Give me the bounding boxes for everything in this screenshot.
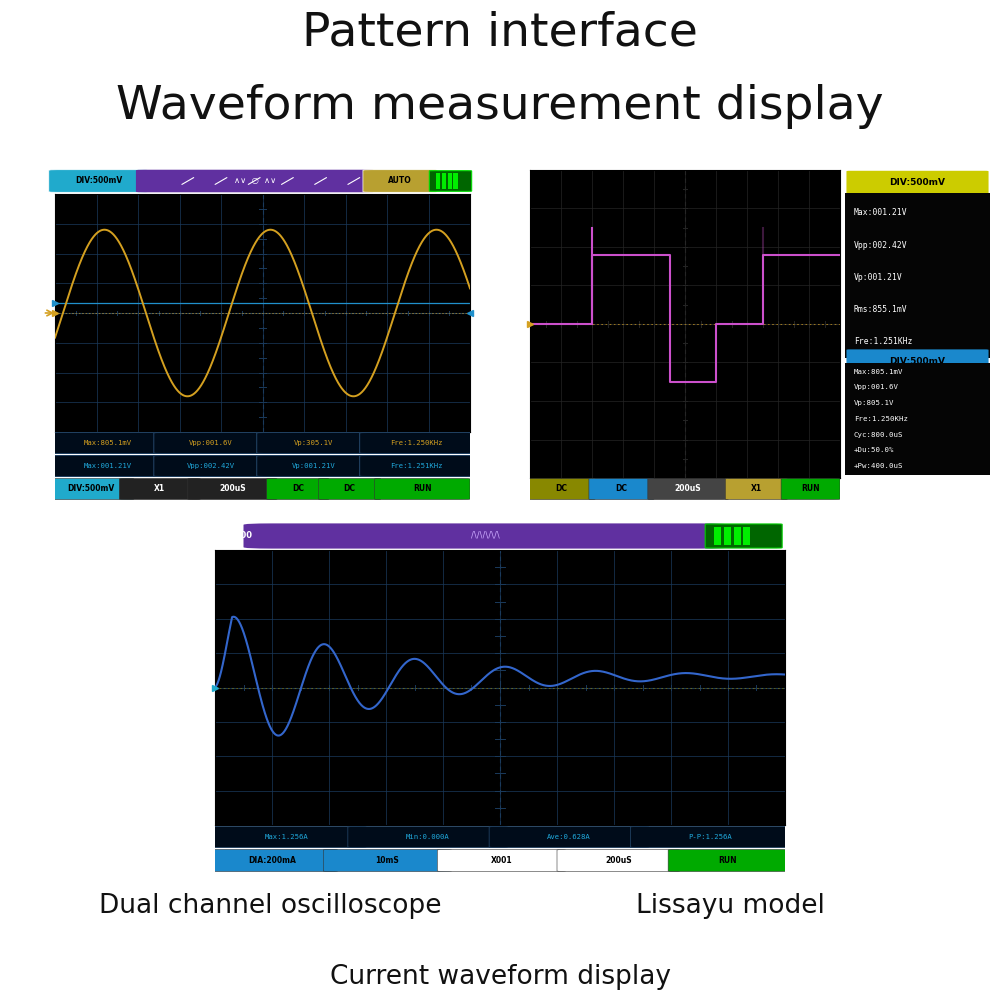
FancyBboxPatch shape (841, 359, 994, 478)
FancyBboxPatch shape (781, 478, 840, 500)
Text: +Pw:400.0uS: +Pw:400.0uS (854, 463, 903, 469)
Text: ∧∨  ○  ∧∨: ∧∨ ○ ∧∨ (234, 176, 277, 185)
Text: DC: DC (555, 484, 567, 493)
Text: X001: X001 (491, 856, 512, 865)
Text: Max:805.1mV: Max:805.1mV (854, 369, 903, 375)
Bar (734, 527, 741, 545)
FancyBboxPatch shape (631, 826, 790, 848)
FancyBboxPatch shape (267, 478, 329, 500)
FancyBboxPatch shape (429, 171, 472, 191)
Bar (724, 527, 731, 545)
Bar (448, 173, 452, 189)
Text: 10mS: 10mS (376, 856, 399, 865)
Bar (743, 527, 750, 545)
FancyBboxPatch shape (363, 170, 438, 192)
Text: Lissayu model: Lissayu model (636, 893, 824, 919)
FancyBboxPatch shape (360, 455, 474, 477)
Bar (453, 173, 458, 189)
FancyBboxPatch shape (257, 455, 371, 477)
Text: Vpp:002.42V: Vpp:002.42V (854, 241, 907, 250)
FancyBboxPatch shape (319, 478, 381, 500)
FancyBboxPatch shape (206, 826, 366, 848)
Text: +Du:50.0%: +Du:50.0% (854, 447, 894, 453)
FancyBboxPatch shape (206, 849, 338, 872)
Text: DIV:500mV: DIV:500mV (68, 484, 115, 493)
Text: Vp:805.1V: Vp:805.1V (854, 400, 894, 406)
FancyBboxPatch shape (841, 188, 994, 363)
Text: Vp:305.1V: Vp:305.1V (294, 440, 333, 446)
FancyBboxPatch shape (360, 432, 474, 454)
Text: Fre:1.251KHz: Fre:1.251KHz (854, 337, 912, 346)
Text: Vp:001.21V: Vp:001.21V (854, 273, 902, 282)
Text: 200uS: 200uS (605, 856, 632, 865)
Text: DIV:500mV: DIV:500mV (890, 178, 946, 187)
Text: Ave:0.628A: Ave:0.628A (547, 834, 591, 840)
FancyBboxPatch shape (846, 349, 989, 374)
Text: X1: X1 (154, 484, 165, 493)
Bar (714, 527, 721, 545)
Text: Vp:001.21V: Vp:001.21V (292, 463, 336, 469)
Text: Vpp:002.42V: Vpp:002.42V (187, 463, 235, 469)
FancyBboxPatch shape (348, 826, 507, 848)
FancyBboxPatch shape (648, 478, 728, 500)
Text: Pattern interface: Pattern interface (302, 10, 698, 55)
Bar (436, 173, 440, 189)
FancyBboxPatch shape (49, 478, 134, 500)
FancyBboxPatch shape (489, 826, 649, 848)
Text: Fre:1.250KHz: Fre:1.250KHz (854, 416, 908, 422)
Text: RUN: RUN (413, 484, 432, 493)
FancyBboxPatch shape (244, 523, 728, 549)
Text: RUN: RUN (801, 484, 820, 493)
FancyBboxPatch shape (725, 478, 787, 500)
Bar (442, 173, 446, 189)
Text: Dual channel oscilloscope: Dual channel oscilloscope (99, 893, 441, 919)
Text: Fre:1.251KHz: Fre:1.251KHz (390, 463, 443, 469)
Text: DIV:500mV: DIV:500mV (75, 176, 122, 185)
Text: Max:001.21V: Max:001.21V (854, 208, 907, 217)
FancyBboxPatch shape (589, 478, 654, 500)
Text: P-P:1.256A: P-P:1.256A (688, 834, 732, 840)
Text: Rms:855.1mV: Rms:855.1mV (854, 305, 907, 314)
Text: AUTO: AUTO (388, 176, 412, 185)
FancyBboxPatch shape (527, 478, 595, 500)
Text: Min:0.000A: Min:0.000A (406, 834, 449, 840)
Text: DC: DC (615, 484, 627, 493)
Text: DIA:200mA: DIA:200mA (248, 856, 296, 865)
FancyBboxPatch shape (119, 478, 200, 500)
FancyBboxPatch shape (668, 849, 788, 872)
FancyBboxPatch shape (846, 171, 989, 195)
Text: Current waveform display: Current waveform display (330, 964, 670, 990)
Text: DC: DC (344, 484, 356, 493)
Text: X1: X1 (751, 484, 762, 493)
Text: Vpp:001.6V: Vpp:001.6V (189, 440, 233, 446)
FancyBboxPatch shape (257, 432, 371, 454)
Text: 200uS: 200uS (675, 484, 701, 493)
FancyBboxPatch shape (136, 170, 375, 192)
Text: DC: DC (292, 484, 304, 493)
Text: Fre:1.250KHz: Fre:1.250KHz (390, 440, 443, 446)
FancyBboxPatch shape (49, 170, 148, 192)
FancyBboxPatch shape (323, 849, 452, 872)
Text: Cyc:800.0uS: Cyc:800.0uS (854, 432, 903, 438)
FancyBboxPatch shape (705, 524, 782, 548)
FancyBboxPatch shape (51, 455, 165, 477)
Text: DIV:500mV: DIV:500mV (890, 357, 946, 366)
Text: Vpp:001.6V: Vpp:001.6V (854, 384, 899, 390)
Text: 0000: 0000 (229, 531, 252, 540)
Text: Max:1.256A: Max:1.256A (264, 834, 308, 840)
FancyBboxPatch shape (375, 478, 470, 500)
FancyBboxPatch shape (51, 432, 165, 454)
Text: Max:001.21V: Max:001.21V (84, 463, 132, 469)
FancyBboxPatch shape (154, 455, 268, 477)
FancyBboxPatch shape (437, 849, 566, 872)
Text: Max:805.1mV: Max:805.1mV (84, 440, 132, 446)
Text: 200uS: 200uS (219, 484, 246, 493)
FancyBboxPatch shape (188, 478, 277, 500)
FancyBboxPatch shape (154, 432, 268, 454)
Text: /\/\/\/\/\: /\/\/\/\/\ (471, 531, 500, 540)
Text: RUN: RUN (719, 856, 737, 865)
Text: Waveform measurement display: Waveform measurement display (116, 84, 884, 129)
FancyBboxPatch shape (557, 849, 680, 872)
